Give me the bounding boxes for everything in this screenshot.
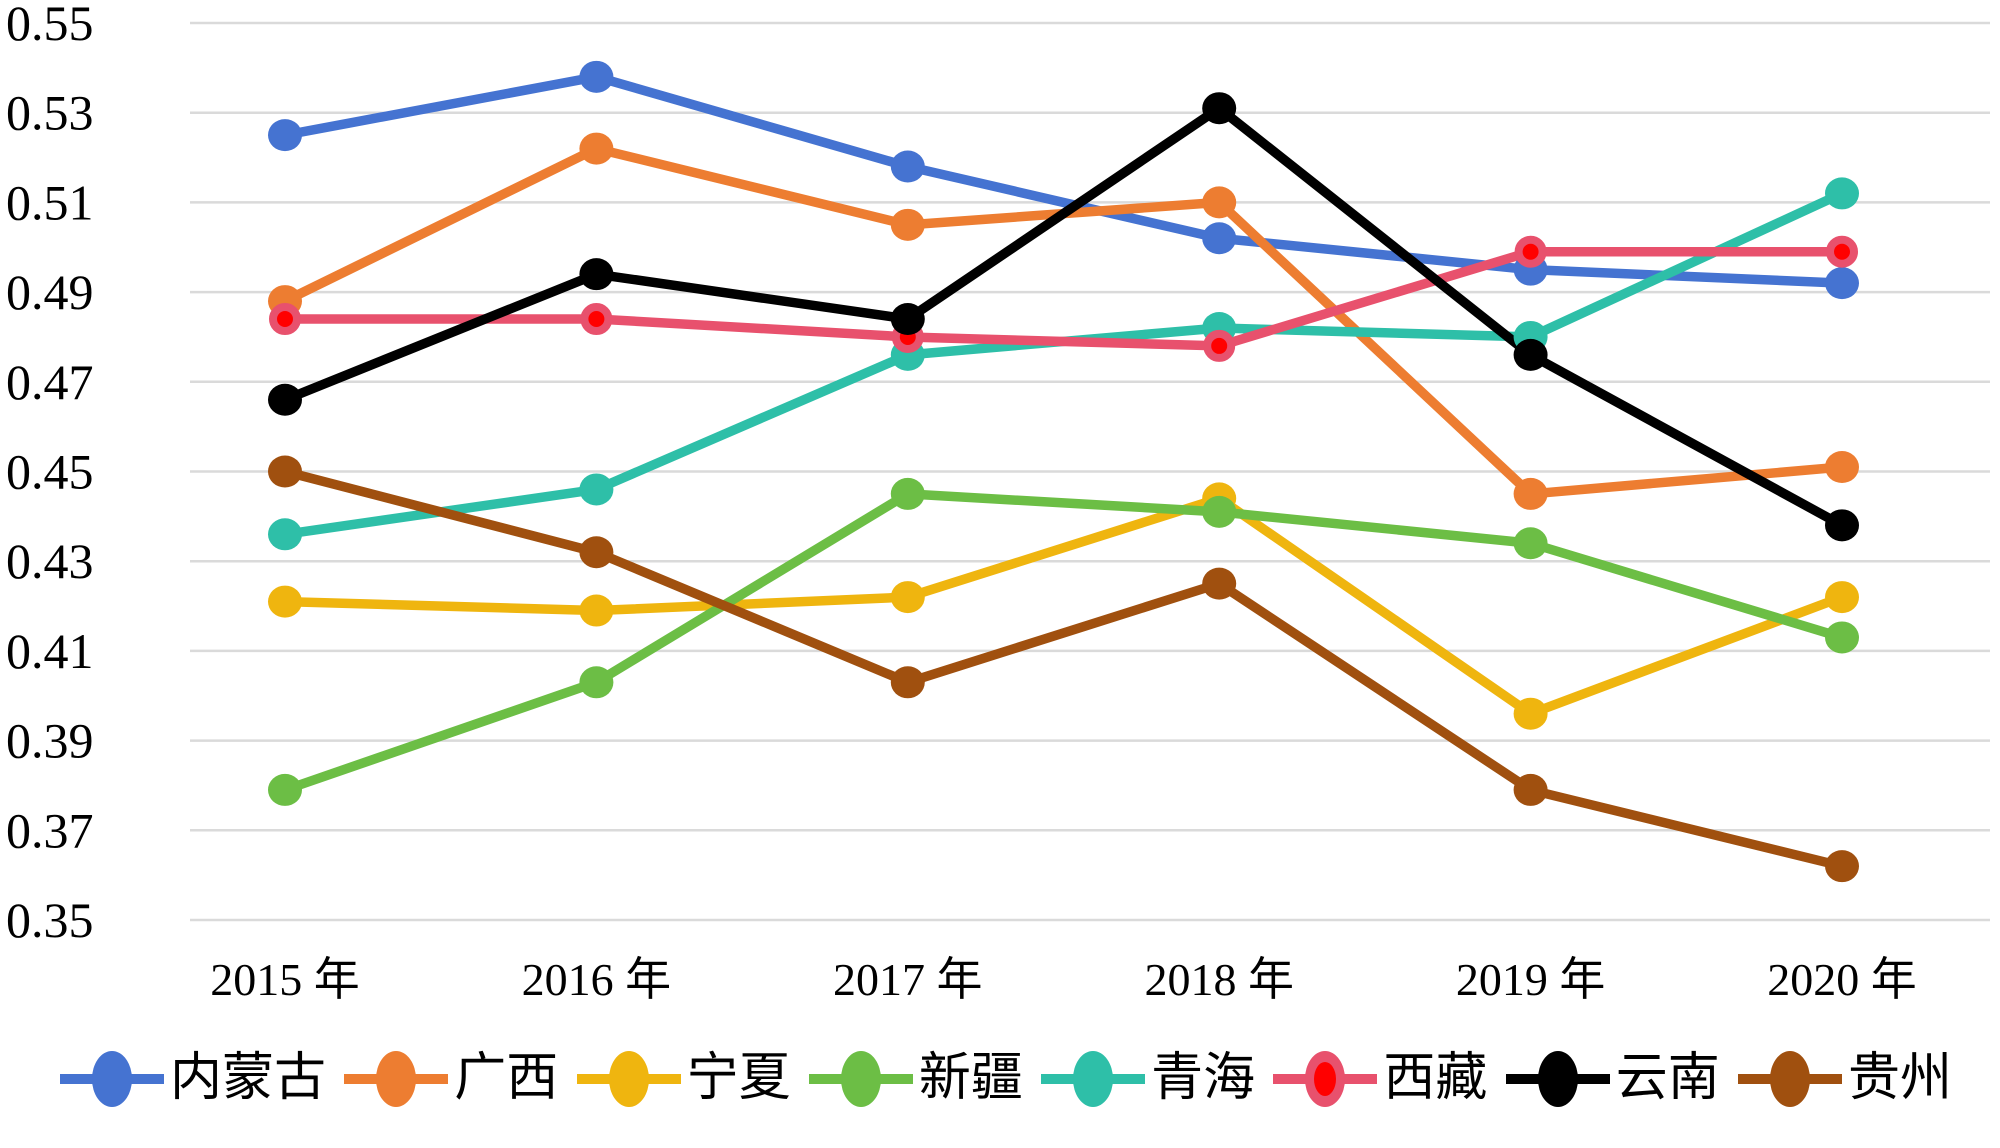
line-chart-plot: 0.55 0.53 0.51 0.49 0.47 0.45 0.43 0.41 0.39 0.37…	[6, 0, 1990, 1005]
chart-legend: 内蒙古 广西 宁夏 新疆 青海 西藏 云南 贵州	[0, 1020, 2000, 1148]
data-point-yunnan	[1513, 338, 1548, 371]
series-line-xinjiang	[283, 489, 1844, 795]
data-point-guizhou	[268, 455, 302, 488]
legend-item-xizang: 西藏	[1273, 1047, 1487, 1111]
data-point-guizhou	[1825, 850, 1859, 883]
legend-marker-ningxia-icon	[576, 1051, 681, 1107]
legend-item-yunnan: 云南	[1505, 1047, 1720, 1111]
data-point-guangxi	[579, 132, 614, 165]
legend-marker-neimenggu-icon	[60, 1051, 164, 1107]
data-point-xizang	[1826, 235, 1858, 268]
x-axis-tick-label: 2016 年	[522, 954, 672, 1005]
legend-label: 云南	[1615, 1050, 1720, 1107]
data-point-guizhou	[1513, 773, 1548, 806]
legend-marker-xinjiang-icon	[808, 1051, 913, 1107]
data-point-neimenggu	[268, 119, 302, 152]
data-point-guangxi	[1825, 451, 1859, 484]
y-axis-tick-label: 0.41	[6, 623, 94, 679]
data-point-neimenggu	[579, 60, 614, 93]
data-point-ningxia	[579, 594, 614, 627]
data-point-ningxia	[1825, 581, 1859, 614]
data-point-xizang	[269, 303, 301, 336]
data-point-guizhou	[890, 666, 925, 699]
series-line-neimenggu	[284, 72, 1843, 288]
series-line-xizang	[285, 246, 1842, 351]
data-point-xinjiang	[890, 477, 925, 510]
y-axis-tick-label: 0.53	[6, 85, 94, 141]
data-point-neimenggu	[1825, 267, 1859, 300]
data-point-ningxia	[890, 581, 925, 614]
legend-item-qinghai: 青海	[1041, 1047, 1255, 1111]
legend-item-guangxi: 广西	[344, 1047, 558, 1111]
legend-marker-guangxi-icon	[344, 1051, 449, 1107]
y-axis-tick-label: 0.47	[6, 354, 94, 410]
y-axis-tick-label: 0.43	[6, 533, 94, 589]
legend-label: 内蒙古	[170, 1050, 327, 1107]
legend-item-guizhou: 贵州	[1737, 1047, 1952, 1111]
series-line-ningxia	[284, 493, 1844, 719]
legend-label: 青海	[1151, 1050, 1256, 1107]
data-point-xizang	[580, 303, 613, 336]
legend-item-xinjiang: 新疆	[808, 1047, 1023, 1111]
y-axis-tick-label: 0.49	[6, 264, 94, 320]
series-line-guizhou	[283, 466, 1844, 871]
legend-item-ningxia: 宁夏	[576, 1047, 791, 1111]
data-point-neimenggu	[1202, 222, 1237, 255]
data-point-guangxi	[1513, 477, 1548, 510]
y-axis-tick-label: 0.39	[6, 713, 94, 769]
x-axis-tick-label: 2019 年	[1456, 954, 1606, 1005]
legend-marker-guizhou-icon	[1737, 1051, 1842, 1107]
x-axis-tick-label: 2018 年	[1144, 954, 1294, 1005]
legend-marker-yunnan-icon	[1505, 1051, 1610, 1107]
data-point-guizhou	[579, 536, 614, 569]
data-point-xinjiang	[268, 773, 302, 806]
data-point-ningxia	[1513, 697, 1548, 730]
data-point-guangxi	[1202, 186, 1237, 219]
y-axis-tick-label: 0.55	[6, 0, 94, 51]
data-point-neimenggu	[890, 150, 925, 183]
legend-label: 贵州	[1847, 1050, 1952, 1107]
legend-marker-qinghai-icon	[1041, 1051, 1146, 1107]
data-point-xizang	[1203, 329, 1236, 362]
legend-label: 宁夏	[686, 1050, 791, 1107]
data-point-qinghai	[579, 473, 614, 506]
legend-label: 西藏	[1383, 1050, 1488, 1107]
data-point-guangxi	[890, 208, 925, 241]
legend-item-neimenggu: 内蒙古	[60, 1047, 326, 1111]
data-point-ningxia	[268, 585, 302, 618]
data-point-xinjiang	[1202, 495, 1237, 528]
data-point-yunnan	[268, 383, 302, 416]
legend-marker-xizang-icon	[1273, 1051, 1378, 1107]
data-point-guizhou	[1202, 567, 1237, 600]
data-point-qinghai	[268, 518, 302, 551]
data-point-xizang	[1514, 235, 1547, 268]
y-axis-tick-label: 0.35	[6, 892, 94, 948]
data-point-yunnan	[890, 303, 925, 336]
x-axis-tick-label: 2015 年	[210, 954, 360, 1005]
y-axis-tick-label: 0.37	[6, 802, 94, 858]
data-point-xinjiang	[1513, 527, 1548, 560]
y-axis-tick-label: 0.45	[6, 444, 94, 500]
data-point-yunnan	[579, 258, 614, 291]
y-axis-tick-label: 0.51	[6, 174, 94, 230]
x-axis-tick-label: 2020 年	[1767, 954, 1917, 1005]
data-point-xinjiang	[1825, 621, 1859, 654]
data-point-qinghai	[1825, 177, 1859, 210]
data-point-yunnan	[1825, 509, 1859, 542]
data-point-xinjiang	[579, 666, 614, 699]
data-point-yunnan	[1202, 92, 1237, 125]
legend-label: 广西	[454, 1050, 559, 1107]
x-axis-tick-label: 2017 年	[833, 954, 983, 1005]
legend-label: 新疆	[918, 1050, 1023, 1107]
series-line-yunnan	[283, 103, 1845, 530]
